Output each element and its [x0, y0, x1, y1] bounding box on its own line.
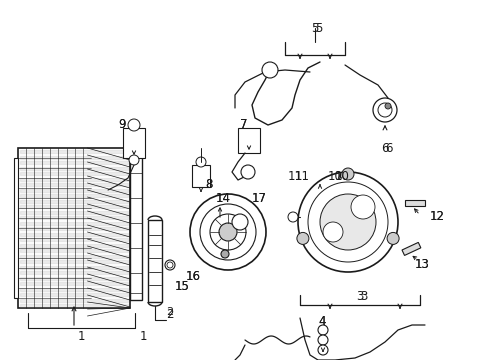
Bar	[14, 158, 18, 298]
Text: 9: 9	[118, 118, 125, 131]
Circle shape	[287, 212, 297, 222]
Text: 14: 14	[216, 192, 230, 205]
Circle shape	[323, 222, 342, 242]
Circle shape	[297, 172, 397, 272]
Text: 13: 13	[414, 258, 429, 271]
Text: 1: 1	[140, 330, 147, 343]
Text: 12: 12	[429, 210, 444, 223]
Circle shape	[317, 325, 327, 335]
Bar	[192, 165, 209, 187]
Bar	[404, 200, 424, 206]
Circle shape	[296, 233, 308, 244]
Text: 3: 3	[359, 290, 366, 303]
Text: 12: 12	[429, 210, 444, 223]
Circle shape	[317, 335, 327, 345]
Text: 1: 1	[78, 330, 85, 343]
Circle shape	[128, 119, 140, 131]
Circle shape	[219, 223, 237, 241]
Text: 10: 10	[327, 170, 342, 183]
Circle shape	[129, 155, 139, 165]
Text: 17: 17	[251, 192, 266, 205]
Text: 7: 7	[240, 118, 247, 131]
Circle shape	[341, 168, 353, 180]
Text: 15: 15	[175, 280, 189, 293]
Circle shape	[167, 262, 173, 268]
Circle shape	[319, 194, 375, 250]
Bar	[130, 156, 142, 300]
Bar	[18, 148, 130, 308]
Circle shape	[377, 103, 391, 117]
Text: 11: 11	[287, 170, 302, 183]
Text: 14: 14	[216, 192, 230, 205]
Bar	[401, 242, 420, 256]
Circle shape	[372, 98, 396, 122]
Circle shape	[386, 233, 398, 244]
Text: 9: 9	[118, 118, 125, 131]
Text: 4: 4	[317, 315, 325, 328]
Text: 16: 16	[185, 270, 201, 283]
Text: 8: 8	[204, 178, 212, 191]
Bar	[238, 128, 260, 153]
Circle shape	[307, 182, 387, 262]
Text: 16: 16	[185, 270, 201, 283]
Bar	[148, 220, 162, 302]
Text: 8: 8	[204, 178, 212, 191]
Circle shape	[190, 194, 265, 270]
Circle shape	[241, 165, 254, 179]
Text: 5: 5	[314, 22, 322, 35]
Text: 17: 17	[251, 192, 266, 205]
Text: 3: 3	[356, 290, 363, 303]
Circle shape	[209, 214, 245, 250]
Text: 6: 6	[384, 142, 392, 155]
Text: 5: 5	[311, 22, 318, 35]
Circle shape	[262, 62, 278, 78]
Circle shape	[164, 260, 175, 270]
Bar	[123, 128, 145, 158]
Text: 4: 4	[317, 315, 325, 328]
Text: 13: 13	[414, 258, 429, 271]
Text: 6: 6	[381, 142, 388, 155]
Circle shape	[317, 345, 327, 355]
Text: 15: 15	[175, 280, 189, 293]
Circle shape	[384, 103, 390, 109]
Circle shape	[196, 157, 205, 167]
Text: 11: 11	[294, 170, 309, 183]
Text: 7: 7	[240, 118, 247, 131]
Circle shape	[231, 214, 247, 230]
Circle shape	[350, 195, 374, 219]
Text: 2: 2	[165, 308, 173, 321]
Text: 2: 2	[165, 307, 173, 317]
Circle shape	[200, 204, 256, 260]
Text: 10: 10	[334, 170, 349, 183]
Circle shape	[221, 250, 228, 258]
